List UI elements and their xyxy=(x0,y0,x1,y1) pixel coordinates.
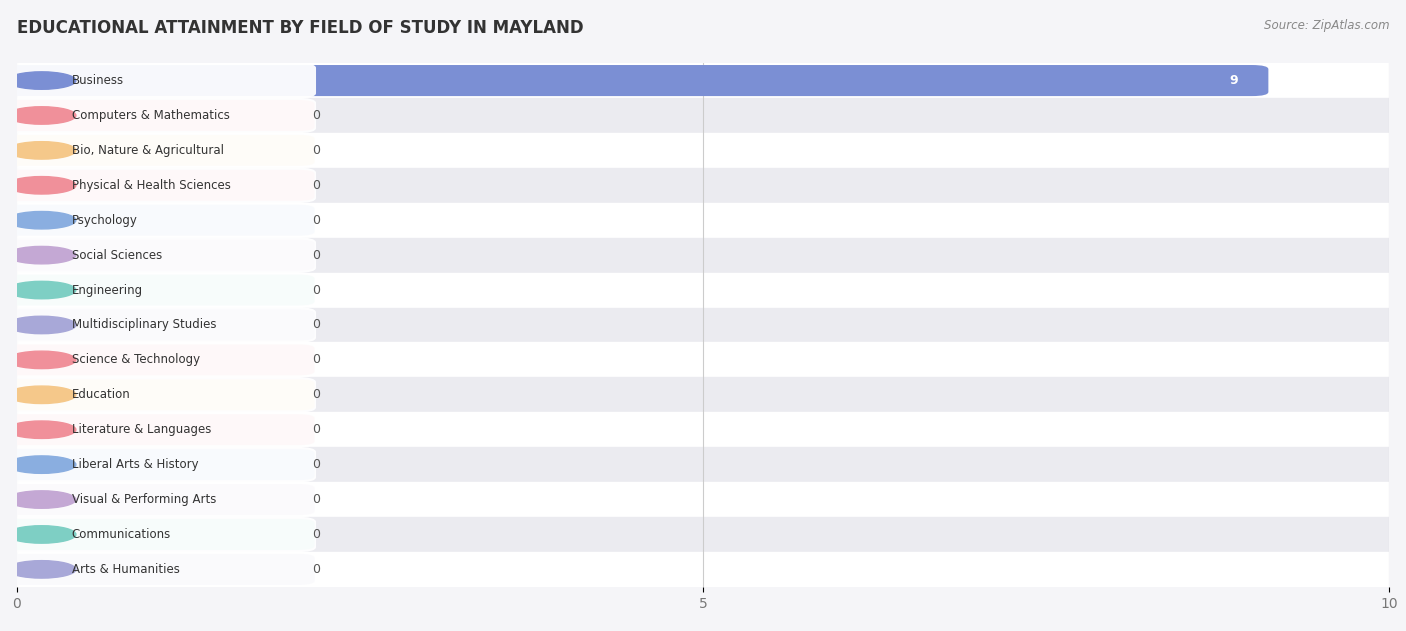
Bar xyxy=(17,447,1389,482)
FancyBboxPatch shape xyxy=(0,98,316,133)
Text: Business: Business xyxy=(72,74,124,87)
FancyBboxPatch shape xyxy=(0,170,315,201)
Circle shape xyxy=(7,526,76,543)
Text: EDUCATIONAL ATTAINMENT BY FIELD OF STUDY IN MAYLAND: EDUCATIONAL ATTAINMENT BY FIELD OF STUDY… xyxy=(17,19,583,37)
Bar xyxy=(17,273,1389,307)
Text: Communications: Communications xyxy=(72,528,172,541)
FancyBboxPatch shape xyxy=(0,379,315,410)
Bar xyxy=(17,552,1389,587)
Text: Psychology: Psychology xyxy=(72,214,138,227)
Circle shape xyxy=(7,421,76,439)
Text: Visual & Performing Arts: Visual & Performing Arts xyxy=(72,493,217,506)
Bar xyxy=(17,412,1389,447)
Text: Social Sciences: Social Sciences xyxy=(72,249,162,262)
Bar xyxy=(17,517,1389,552)
FancyBboxPatch shape xyxy=(0,551,316,587)
Text: 0: 0 xyxy=(312,353,321,367)
Bar xyxy=(17,377,1389,412)
Circle shape xyxy=(7,142,76,159)
FancyBboxPatch shape xyxy=(0,135,315,166)
Circle shape xyxy=(7,351,76,369)
Bar xyxy=(17,98,1389,133)
Text: 0: 0 xyxy=(312,319,321,331)
FancyBboxPatch shape xyxy=(0,414,315,445)
Text: Source: ZipAtlas.com: Source: ZipAtlas.com xyxy=(1264,19,1389,32)
FancyBboxPatch shape xyxy=(0,449,315,480)
FancyBboxPatch shape xyxy=(0,447,316,483)
Text: Bio, Nature & Agricultural: Bio, Nature & Agricultural xyxy=(72,144,224,157)
FancyBboxPatch shape xyxy=(0,342,316,378)
FancyBboxPatch shape xyxy=(0,307,316,343)
FancyBboxPatch shape xyxy=(0,412,316,447)
FancyBboxPatch shape xyxy=(0,309,315,341)
FancyBboxPatch shape xyxy=(0,274,315,305)
FancyBboxPatch shape xyxy=(0,62,316,98)
Circle shape xyxy=(7,386,76,404)
Circle shape xyxy=(7,561,76,578)
Text: Physical & Health Sciences: Physical & Health Sciences xyxy=(72,179,231,192)
Text: 9: 9 xyxy=(1230,74,1239,87)
Circle shape xyxy=(7,107,76,124)
FancyBboxPatch shape xyxy=(0,517,316,552)
FancyBboxPatch shape xyxy=(0,272,316,308)
FancyBboxPatch shape xyxy=(0,204,315,236)
Circle shape xyxy=(7,211,76,229)
FancyBboxPatch shape xyxy=(0,240,315,271)
FancyBboxPatch shape xyxy=(0,133,316,168)
Text: Science & Technology: Science & Technology xyxy=(72,353,200,367)
Bar xyxy=(17,238,1389,273)
Text: 0: 0 xyxy=(312,493,321,506)
Circle shape xyxy=(7,177,76,194)
Bar xyxy=(17,203,1389,238)
FancyBboxPatch shape xyxy=(0,519,315,550)
Text: 0: 0 xyxy=(312,144,321,157)
Text: 0: 0 xyxy=(312,179,321,192)
Circle shape xyxy=(7,491,76,509)
Circle shape xyxy=(7,316,76,334)
Text: 0: 0 xyxy=(312,214,321,227)
FancyBboxPatch shape xyxy=(0,100,315,131)
Text: Multidisciplinary Studies: Multidisciplinary Studies xyxy=(72,319,217,331)
FancyBboxPatch shape xyxy=(0,345,315,375)
Text: Arts & Humanities: Arts & Humanities xyxy=(72,563,180,576)
Text: 0: 0 xyxy=(312,528,321,541)
Circle shape xyxy=(7,456,76,473)
FancyBboxPatch shape xyxy=(0,481,316,517)
Text: 0: 0 xyxy=(312,388,321,401)
FancyBboxPatch shape xyxy=(0,237,316,273)
FancyBboxPatch shape xyxy=(0,203,316,238)
FancyBboxPatch shape xyxy=(0,167,316,203)
Text: Liberal Arts & History: Liberal Arts & History xyxy=(72,458,198,471)
Circle shape xyxy=(7,72,76,90)
FancyBboxPatch shape xyxy=(0,484,315,515)
Text: Literature & Languages: Literature & Languages xyxy=(72,423,211,436)
Text: 0: 0 xyxy=(312,283,321,297)
Text: Computers & Mathematics: Computers & Mathematics xyxy=(72,109,229,122)
Bar xyxy=(17,307,1389,343)
Bar xyxy=(17,63,1389,98)
Text: 0: 0 xyxy=(312,109,321,122)
Text: Engineering: Engineering xyxy=(72,283,143,297)
Text: Education: Education xyxy=(72,388,131,401)
FancyBboxPatch shape xyxy=(0,65,1268,96)
Text: 0: 0 xyxy=(312,423,321,436)
FancyBboxPatch shape xyxy=(0,377,316,413)
Bar xyxy=(17,482,1389,517)
Text: 0: 0 xyxy=(312,563,321,576)
Text: 0: 0 xyxy=(312,249,321,262)
Circle shape xyxy=(7,281,76,299)
Bar xyxy=(17,133,1389,168)
Circle shape xyxy=(7,247,76,264)
Bar xyxy=(17,343,1389,377)
Text: 0: 0 xyxy=(312,458,321,471)
FancyBboxPatch shape xyxy=(0,554,315,585)
Bar xyxy=(17,168,1389,203)
